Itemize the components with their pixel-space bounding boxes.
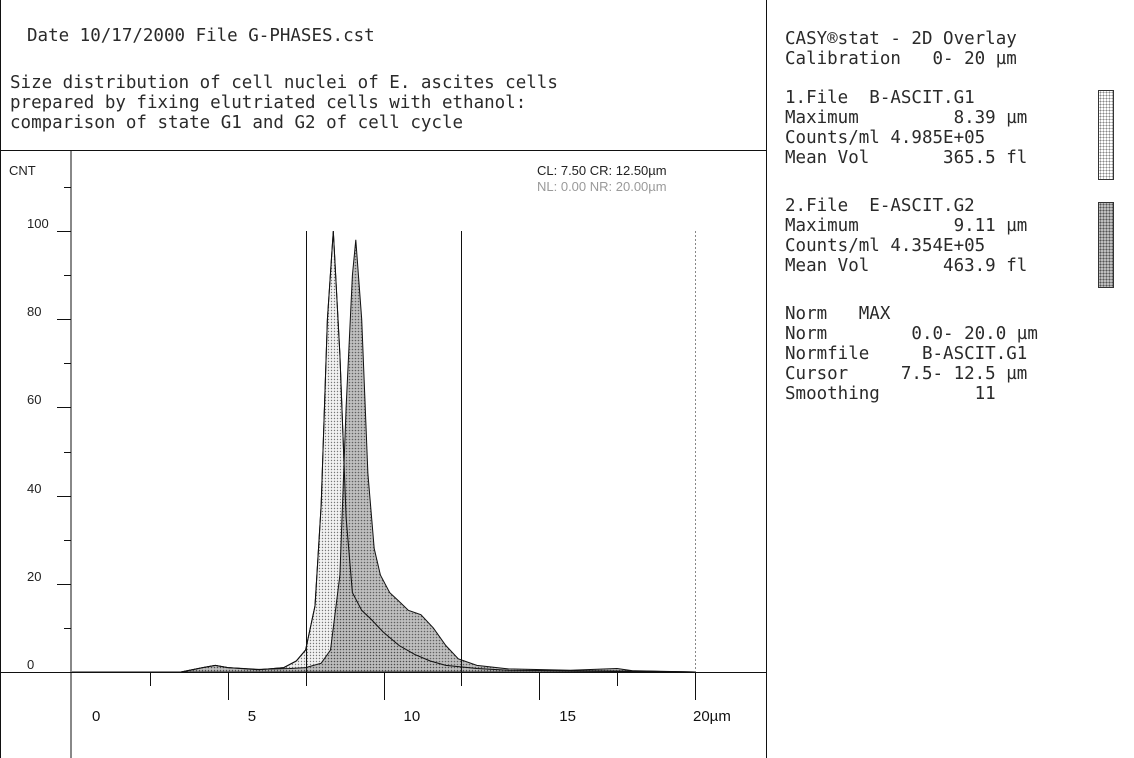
- header-description-line-3: comparison of state G1 and G2 of cell cy…: [10, 113, 464, 133]
- y-tick-label: 40: [27, 480, 42, 496]
- file2-maximum: Maximum 9.11 µm: [785, 216, 1028, 236]
- setting-smoothing: Smoothing 11: [785, 384, 996, 404]
- y-tick-label: 60: [27, 392, 42, 408]
- series-g2-area: [72, 239, 696, 673]
- x-tick-label: 15: [559, 708, 576, 725]
- file1-name: 1.File B-ASCIT.G1: [785, 88, 975, 108]
- y-tick-label: 20: [27, 568, 42, 584]
- y-tick-label: 80: [27, 304, 42, 320]
- file2-legend-swatch: [1098, 202, 1114, 288]
- y-tick-label: 0: [27, 657, 35, 672]
- file1-maximum: Maximum 8.39 µm: [785, 108, 1028, 128]
- y-axis-label: CNT: [9, 163, 36, 178]
- file1-mean-vol: Mean Vol 365.5 fl: [785, 148, 1028, 168]
- frame-header-divider: [0, 150, 767, 151]
- setting-cursor: Cursor 7.5- 12.5 µm: [785, 364, 1028, 384]
- cursor-nl-nr-readout: NL: 0.00 NR: 20.00µm: [537, 179, 667, 194]
- header-description-line-1: Size distribution of cell nuclei of E. a…: [10, 73, 558, 93]
- frame-divider-vertical: [766, 0, 767, 758]
- setting-normfile: Normfile B-ASCIT.G1: [785, 344, 1028, 364]
- x-tick-label: 10: [403, 708, 421, 725]
- file2-counts: Counts/ml 4.354E+05: [785, 236, 986, 256]
- x-tick-label: 20µm: [693, 708, 731, 725]
- setting-norm-mode: Norm MAX: [785, 304, 891, 324]
- file2-name: 2.File E-ASCIT.G2: [785, 196, 975, 216]
- header-date-file-line: Date 10/17/2000 File G-PHASES.cst: [27, 26, 375, 46]
- y-tick-label: 100: [27, 216, 49, 231]
- setting-norm-range: Norm 0.0- 20.0 µm: [785, 324, 1038, 344]
- cursor-cl-cr-readout: CL: 7.50 CR: 12.50µm: [537, 163, 667, 178]
- sidebar-title: CASY®stat - 2D Overlay: [785, 29, 1017, 49]
- frame-left-border: [0, 0, 1, 758]
- file2-mean-vol: Mean Vol 463.9 fl: [785, 256, 1028, 276]
- size-distribution-chart: [0, 150, 767, 758]
- file1-counts: Counts/ml 4.985E+05: [785, 128, 986, 148]
- sidebar-calibration: Calibration 0- 20 µm: [785, 49, 1017, 69]
- file1-legend-swatch: [1098, 90, 1114, 180]
- x-tick-label: 0: [92, 708, 101, 725]
- header-description-line-2: prepared by fixing elutriated cells with…: [10, 93, 527, 113]
- x-tick-label: 5: [247, 708, 257, 725]
